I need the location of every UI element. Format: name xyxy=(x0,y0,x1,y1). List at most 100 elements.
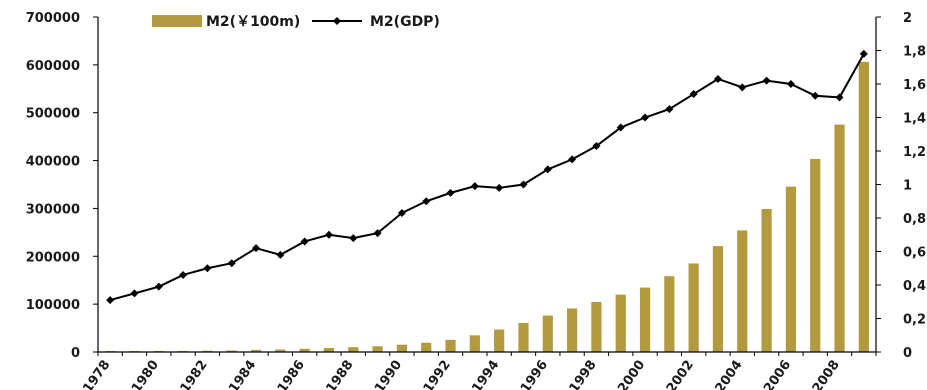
point-1985 xyxy=(276,250,285,259)
bar-1984 xyxy=(250,349,262,352)
point-1986 xyxy=(300,237,309,246)
point-2000 xyxy=(641,113,650,122)
point-2009 xyxy=(859,49,868,58)
y-left-tick-label: 400000 xyxy=(26,155,80,170)
x-tick-label: 1984 xyxy=(226,358,259,390)
x-tick-label: 1996 xyxy=(518,358,551,390)
point-1981 xyxy=(179,270,188,279)
point-1996 xyxy=(543,165,552,174)
y-right-tick-label: 0,4 xyxy=(903,279,926,294)
y-left-tick-label: 500000 xyxy=(26,107,80,122)
bar-1988 xyxy=(348,347,359,352)
y-right-tick-label: 1 xyxy=(903,179,912,194)
point-1982 xyxy=(203,264,212,273)
bar-1991 xyxy=(421,342,432,352)
bar-1998 xyxy=(591,301,602,352)
bars-layer xyxy=(105,61,869,352)
point-1978 xyxy=(106,296,115,305)
y-right-tick-label: 1,6 xyxy=(903,78,926,93)
point-1983 xyxy=(227,259,236,268)
x-tick-label: 1994 xyxy=(469,358,502,390)
x-tick-label: 1980 xyxy=(129,358,162,390)
bar-2006 xyxy=(785,186,797,352)
y-right-tick-label: 1,2 xyxy=(903,145,926,160)
x-tick-label: 2002 xyxy=(664,358,697,390)
y-left-tick-label: 300000 xyxy=(26,202,80,217)
legend-bar-swatch xyxy=(152,15,202,27)
bar-1989 xyxy=(372,346,383,352)
point-1990 xyxy=(397,208,406,217)
point-1984 xyxy=(252,244,261,253)
bar-1997 xyxy=(566,308,578,352)
point-2002 xyxy=(689,90,698,99)
bar-1992 xyxy=(445,339,456,352)
point-2007 xyxy=(811,91,820,100)
point-2008 xyxy=(835,93,844,102)
bar-1987 xyxy=(323,348,335,352)
point-2001 xyxy=(665,105,674,114)
legend: M2(￥100m) M2(GDP) xyxy=(152,14,440,30)
y-left-tick-label: 0 xyxy=(71,346,80,361)
bar-1993 xyxy=(469,335,480,352)
bar-2001 xyxy=(664,276,675,352)
y-left-tick-label: 200000 xyxy=(26,250,80,265)
y-right-tick-label: 1,8 xyxy=(903,45,926,60)
legend-label-line: M2(GDP) xyxy=(370,14,440,30)
x-tick-label: 1992 xyxy=(421,358,454,390)
y-right-tick-label: 0,2 xyxy=(903,313,926,328)
legend-label-bar: M2(￥100m) xyxy=(206,14,300,30)
bar-2003 xyxy=(712,246,724,352)
bar-1982 xyxy=(202,350,213,352)
y-right-tick-label: 0,6 xyxy=(903,246,926,261)
point-1989 xyxy=(373,229,382,238)
point-1993 xyxy=(470,182,479,191)
x-tick-label: 1982 xyxy=(178,358,211,390)
y-right-tick-label: 0 xyxy=(903,346,912,361)
x-tick-label: 1988 xyxy=(324,358,357,390)
point-1999 xyxy=(616,123,625,132)
point-1988 xyxy=(349,234,358,243)
bar-1994 xyxy=(494,329,505,352)
point-1995 xyxy=(519,180,528,189)
legend-marker xyxy=(333,17,341,25)
point-2004 xyxy=(738,83,747,92)
line-layer xyxy=(106,49,868,305)
point-1980 xyxy=(154,282,163,291)
x-tick-label: 2006 xyxy=(761,358,794,390)
x-tick-label: 1998 xyxy=(567,358,600,390)
y-right-tick-label: 2 xyxy=(903,11,912,26)
bar-2000 xyxy=(639,287,651,352)
y-right-tick-label: 0,8 xyxy=(903,212,926,227)
bar-1995 xyxy=(518,322,529,352)
point-2003 xyxy=(713,74,722,83)
bar-1986 xyxy=(299,348,310,352)
x-tick-label: 1986 xyxy=(275,358,308,390)
y-left-tick-label: 100000 xyxy=(26,298,80,313)
bar-1990 xyxy=(396,344,408,352)
point-2005 xyxy=(762,76,771,85)
bar-2005 xyxy=(761,209,772,352)
y-right-tick-label: 1,4 xyxy=(903,112,926,127)
point-1991 xyxy=(422,197,431,206)
bar-2002 xyxy=(688,263,699,352)
bar-1983 xyxy=(226,350,237,352)
bar-2007 xyxy=(810,158,821,352)
point-1979 xyxy=(130,289,139,298)
x-tick-label: 1990 xyxy=(372,358,405,390)
bar-1985 xyxy=(275,349,286,352)
x-tick-label: 2000 xyxy=(615,358,648,390)
bar-2008 xyxy=(834,124,845,352)
y-left-tick-label: 700000 xyxy=(26,11,80,26)
bar-1996 xyxy=(542,315,553,352)
line-series-m2-gdp xyxy=(109,53,865,302)
point-1998 xyxy=(592,141,601,150)
bar-2004 xyxy=(737,230,748,352)
bar-1999 xyxy=(615,294,626,352)
x-tick-label: 2004 xyxy=(713,358,746,390)
bar-2009 xyxy=(858,61,869,352)
point-1992 xyxy=(446,188,455,197)
x-tick-label: 1978 xyxy=(80,358,113,390)
point-1994 xyxy=(495,183,504,192)
